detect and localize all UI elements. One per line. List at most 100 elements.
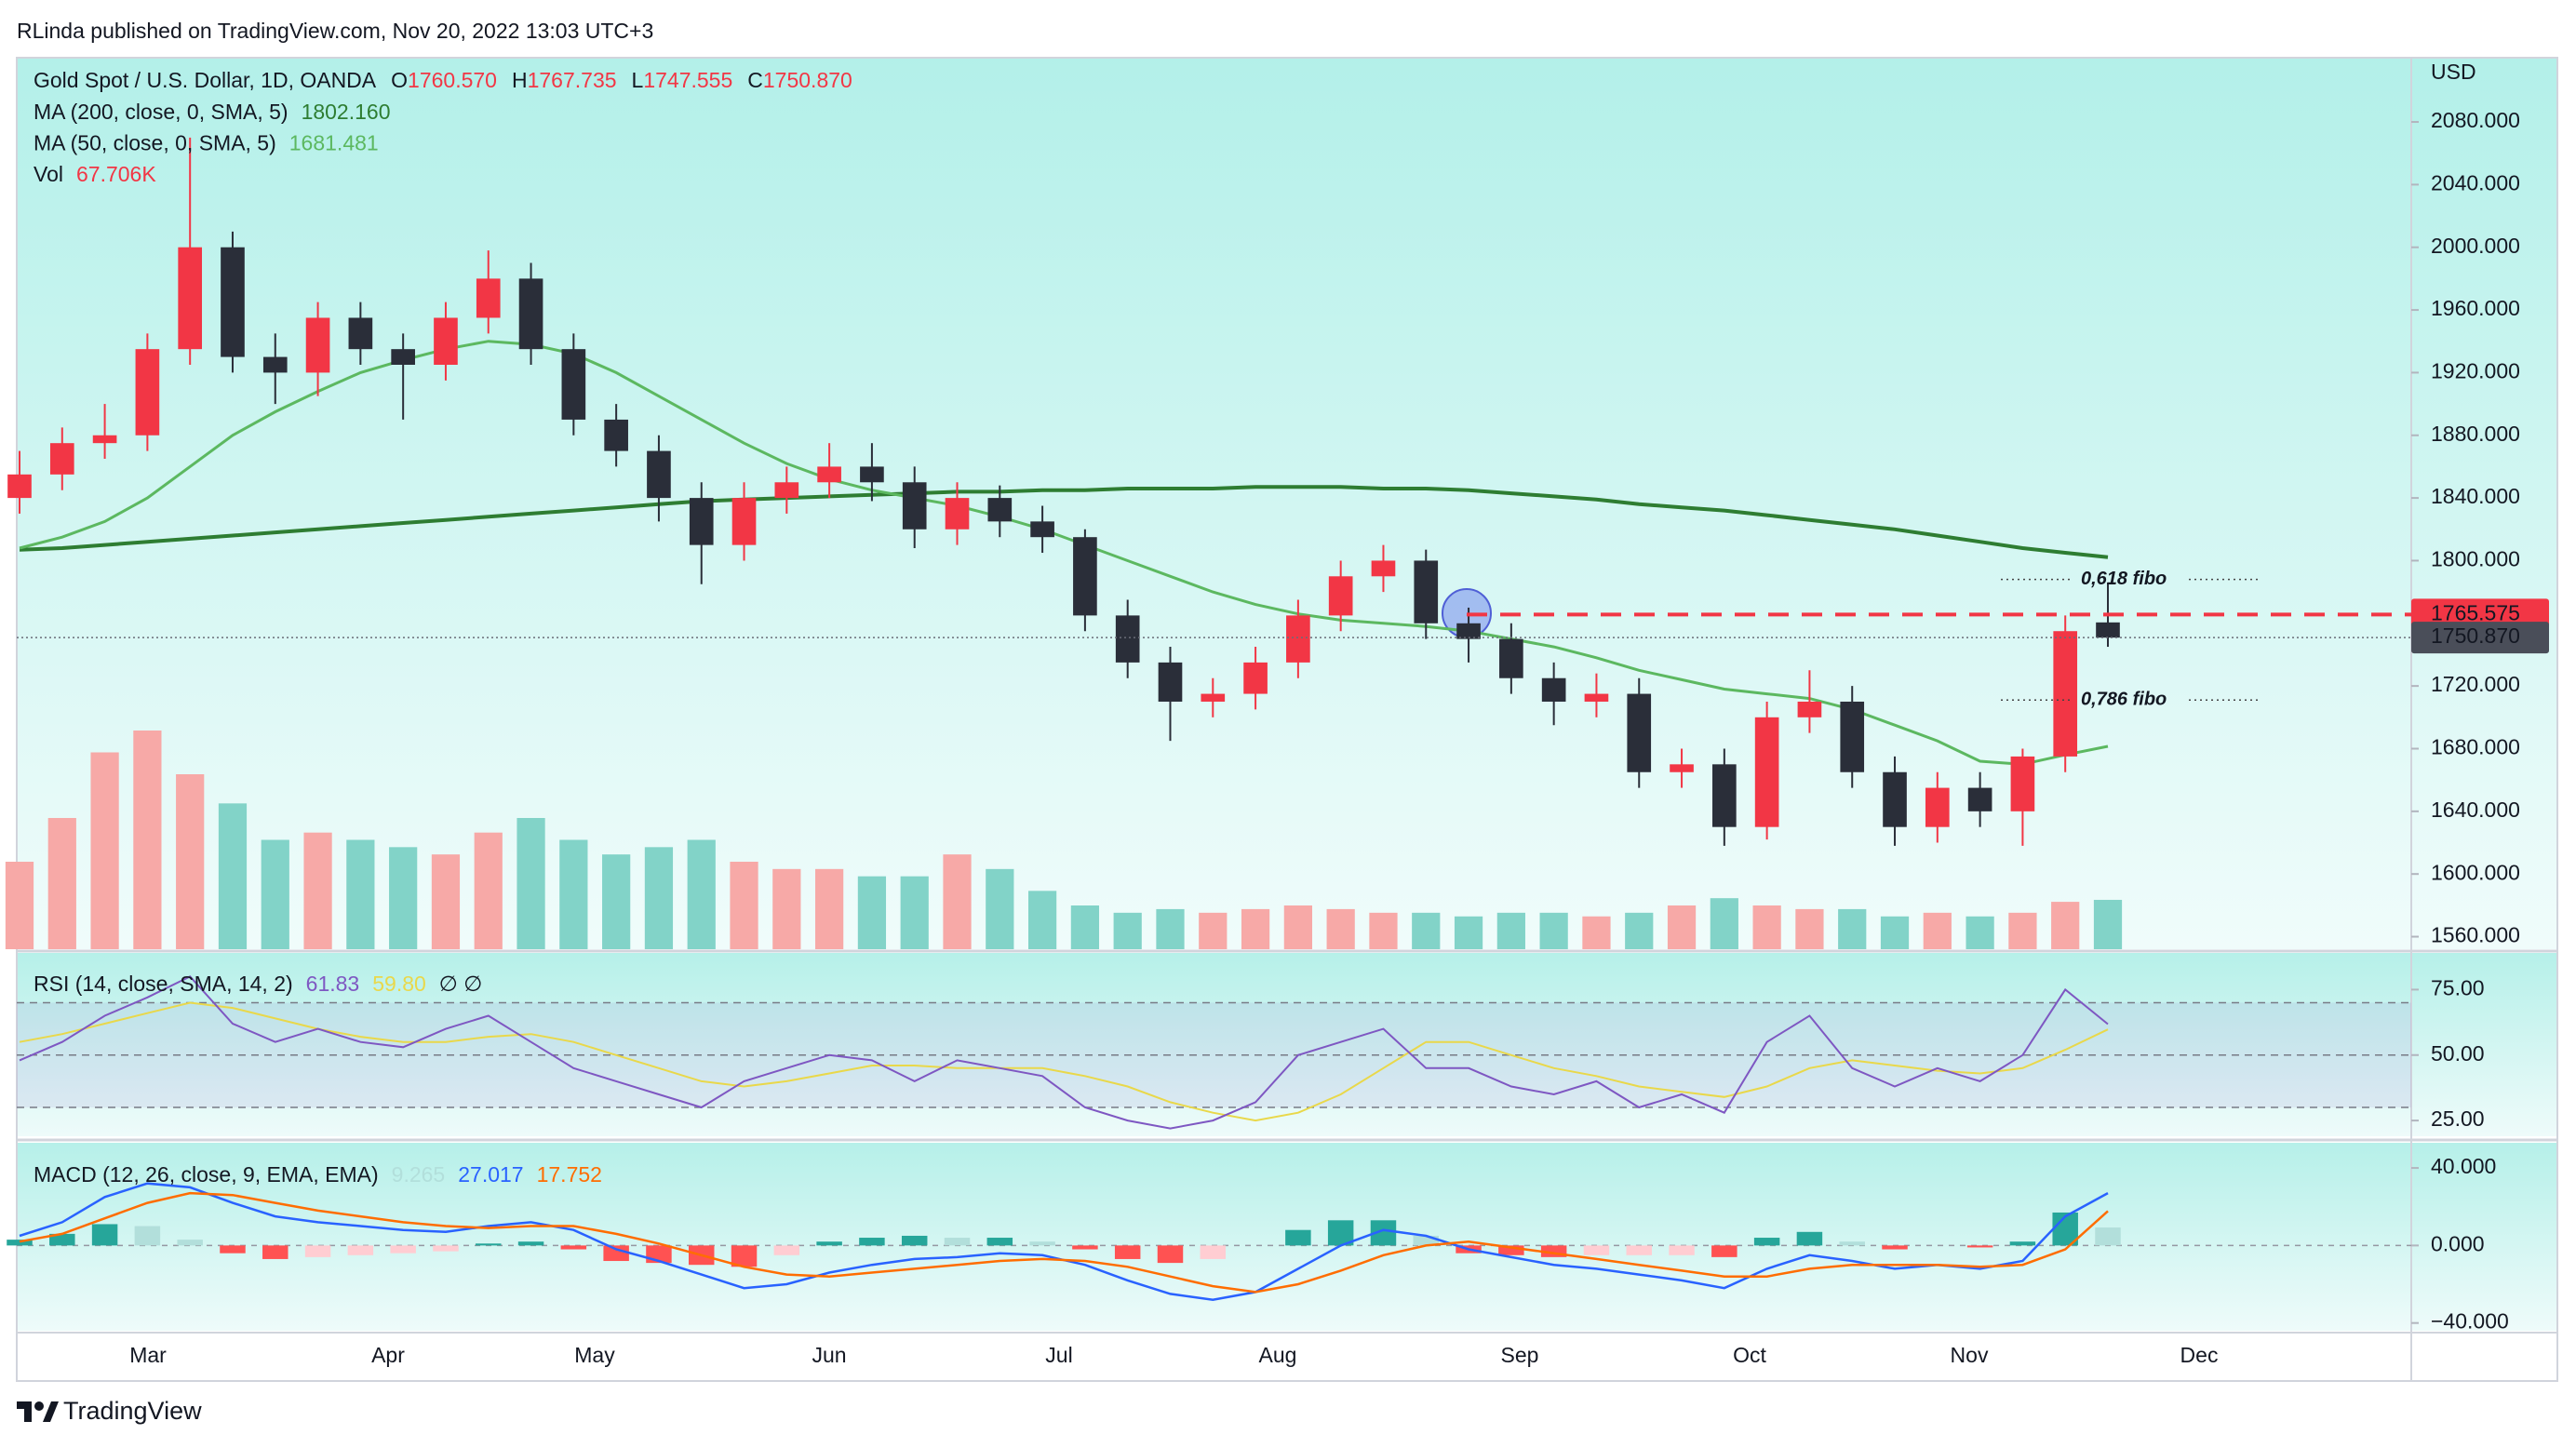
legend: Vol 67.706K [34,162,156,186]
candle-body [2010,756,2035,811]
x-tick-label: Sep [1501,1343,1539,1367]
published-line: RLinda published on TradingView.com, Nov… [17,19,653,43]
histogram-bar [517,1241,544,1246]
candle-body [49,443,74,475]
volume-bar [474,832,503,949]
candle-body [1584,693,1609,702]
volume-bar [2093,899,2123,949]
candle-body [518,278,543,350]
candle-body [1541,677,1566,702]
volume-bar [1625,912,1654,949]
candle-body [1967,787,1992,811]
volume-bar [900,876,929,949]
last-price-box [2411,622,2549,654]
volume-bar [517,818,545,949]
indicator-value: 1681.481 [289,131,379,155]
candle-body [689,498,714,545]
histogram-bar [1498,1245,1524,1255]
logo-part [34,1401,44,1411]
candle-body [1797,701,1822,717]
histogram-bar [1796,1231,1823,1246]
y-tick-label: 1600.000 [2431,860,2520,884]
volume-bar [47,818,76,949]
histogram-bar [347,1245,374,1255]
histogram-bar [603,1245,629,1262]
volume-bar [1199,912,1228,949]
histogram-bar [262,1245,288,1259]
y-tick-label: 1840.000 [2431,484,2520,508]
indicator-value: 67.706K [76,162,156,186]
candle-body [1712,764,1737,827]
legend: MA (200, close, 0, SMA, 5) 1802.160 [34,100,391,124]
volume-bar [133,731,162,949]
candle-body [860,466,884,483]
candle-body [1201,693,1226,702]
volume-bar [1496,912,1525,949]
histogram-bar [986,1238,1013,1246]
histogram-bar [560,1245,587,1250]
histogram-bar [859,1238,885,1246]
histogram-bar [49,1233,75,1246]
ohlc-key: C [747,68,763,92]
volume-bar [1113,912,1142,949]
volume-bar [218,803,248,949]
indicator-name: MA (50, close, 0, SMA, 5) [34,131,276,155]
volume-bar [2008,912,2037,949]
indicator-name: Vol [34,162,63,186]
ohlc-value: 1747.555 [643,68,732,92]
candle-body [1456,623,1481,639]
fibo-label: 0,618 fibo [2081,569,2167,589]
candle-body [987,498,1013,522]
volume-bar [559,839,588,949]
volume-bar [261,839,289,949]
volume-bar [986,868,1014,949]
candle-body [1627,693,1652,772]
volume-bar [346,839,375,949]
volume-bar [857,876,887,949]
candle-body [1115,615,1140,663]
histogram-bar [1114,1245,1141,1259]
fibo-label: 0,786 fibo [2081,690,2167,710]
volume-bar [2051,902,2080,949]
volume-bar [1966,916,1994,949]
volume-bar [1667,905,1697,949]
y-tick-label: 1560.000 [2431,923,2520,947]
histogram-bar [944,1238,971,1246]
brand-name: TradingView [63,1397,202,1425]
candle-body [1499,638,1523,678]
price-panel [17,58,2557,949]
histogram-bar [433,1245,459,1252]
volume-bar [431,854,461,949]
volume-bar [1156,908,1185,949]
histogram-bar [2009,1241,2036,1246]
y-tick-label: 0.000 [2431,1231,2485,1255]
volume-bar [1070,905,1100,949]
x-tick-label: Mar [129,1343,167,1367]
frame [16,57,2558,1382]
candle-body [604,419,628,451]
indicator-line [19,1191,2109,1294]
volume-bar [389,847,418,949]
candle-body [221,247,245,357]
x-tick-label: May [574,1343,615,1367]
resistance-price-label: 1765.575 [2431,600,2520,624]
ohlc-value: 1767.735 [528,68,617,92]
volume-bar [1710,898,1738,949]
volume-bar [176,774,205,949]
candle-body [178,247,203,350]
volume-bar [943,854,972,949]
histogram-bar [773,1245,800,1255]
y-tick-label: 1920.000 [2431,358,2520,382]
candle-body [1286,615,1310,663]
volume-bar [730,862,758,949]
x-tick-label: Jun [812,1343,846,1367]
x-tick-label: Dec [2180,1343,2219,1367]
volume-bar [303,832,332,949]
volume-bar [1369,912,1398,949]
y-tick-label: 2040.000 [2431,170,2520,194]
histogram-bar [1413,1235,1440,1246]
candle-body [1754,717,1779,827]
volume-bar [1539,912,1568,949]
histogram-bar [1285,1229,1311,1246]
volume-bar [1838,908,1867,949]
